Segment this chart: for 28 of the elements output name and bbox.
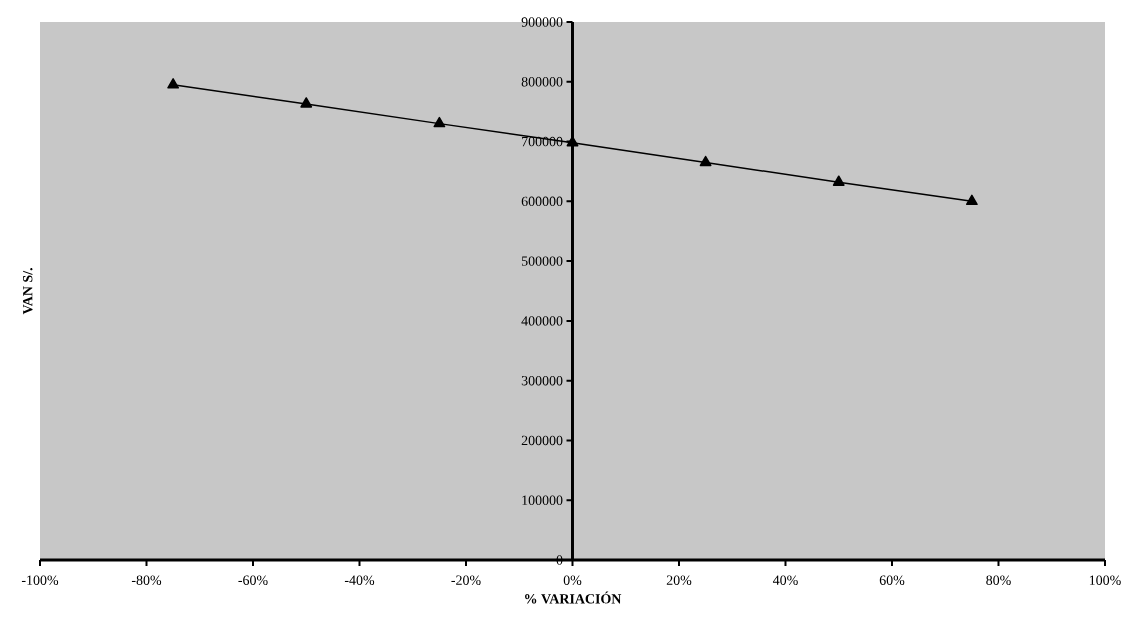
point bbox=[167, 78, 180, 89]
y-tick-label: 400000 bbox=[521, 316, 563, 326]
point bbox=[965, 194, 978, 206]
y-axis-title: VAN S/. bbox=[23, 268, 33, 315]
point bbox=[699, 155, 712, 167]
x-tick-label: -60% bbox=[238, 575, 268, 585]
y-tick-label: 600000 bbox=[521, 196, 563, 207]
x-tick-label: 80% bbox=[986, 575, 1011, 585]
y-tick-label: 700000 bbox=[522, 136, 563, 147]
x-tick-label: -40% bbox=[344, 575, 375, 585]
point bbox=[832, 175, 845, 186]
y-tick-label: 900000 bbox=[521, 17, 563, 27]
y-tick-label: 500000 bbox=[521, 256, 563, 266]
x-tick-label: 20% bbox=[666, 575, 692, 585]
x-tick-label: -20% bbox=[451, 575, 481, 585]
x-tick-label: -100% bbox=[21, 575, 59, 585]
y-tick-label: 100000 bbox=[522, 495, 563, 505]
y-tick-label: 300000 bbox=[521, 375, 563, 386]
x-axis-title: % VARIACIÓN bbox=[525, 591, 622, 604]
y-tick-label: 200000 bbox=[521, 435, 563, 446]
point bbox=[433, 116, 446, 128]
x-tick-label: 100% bbox=[1089, 575, 1121, 585]
x-tick-label: -80% bbox=[131, 575, 162, 585]
y-tick-label: 800000 bbox=[521, 77, 563, 87]
x-tick-label: 60% bbox=[879, 575, 905, 585]
x-tick-label: 40% bbox=[772, 575, 798, 585]
x-tick-label: 0% bbox=[563, 575, 582, 585]
point bbox=[300, 97, 313, 108]
